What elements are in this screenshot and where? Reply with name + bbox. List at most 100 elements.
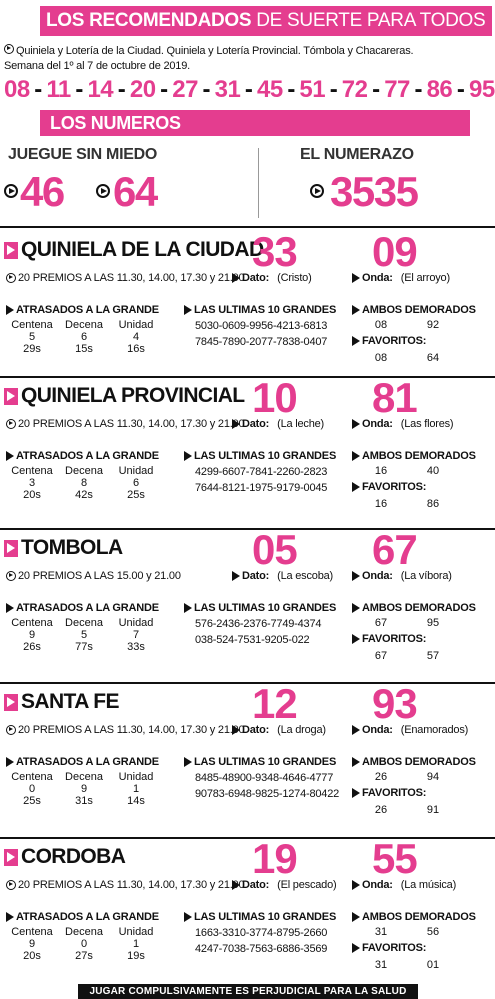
onda-number: 55 [372, 835, 418, 882]
ambos-label: AMBOS DEMORADOS [362, 304, 476, 316]
dato-line: Dato: (El pescado) [232, 879, 337, 891]
arrow-icon [6, 912, 14, 922]
ultimas-heading: LAS ULTIMAS 10 GRANDES [184, 756, 336, 768]
ambos-value: 95 [426, 617, 440, 629]
lottery-section: SANTA FE 12 93 20 PREMIOS A LAS 11.30, 1… [0, 680, 495, 830]
atrasado-value: 1 [132, 938, 140, 950]
ambos-heading: AMBOS DEMORADOS [352, 602, 476, 614]
lottery-section: TOMBOLA 05 67 20 PREMIOS A LAS 15.00 y 2… [0, 526, 495, 676]
atrasado-weeks: 15s [75, 343, 93, 355]
dato-value: (El pescado) [277, 879, 337, 891]
arrow-icon [352, 603, 360, 613]
onda-line: Onda: (La víbora) [352, 570, 452, 582]
onda-line: Onda: (Las flores) [352, 418, 454, 430]
favoritos-values: 16 86 [355, 498, 495, 510]
premios-text: 20 PREMIOS A LAS 11.30, 14.00, 17.30 y 2… [18, 272, 245, 284]
ambos-label: AMBOS DEMORADOS [362, 756, 476, 768]
ambos-values: 67 95 [355, 617, 495, 629]
onda-number: 09 [372, 228, 418, 275]
divider [0, 376, 495, 378]
premios-text: 20 PREMIOS A LAS 11.30, 14.00, 17.30 y 2… [18, 724, 245, 736]
section-title-text: SANTA FE [21, 690, 119, 713]
arrow-icon [232, 725, 240, 735]
onda-value: (Las flores) [400, 418, 454, 430]
ambos-label: AMBOS DEMORADOS [362, 450, 476, 462]
onda-value: (El arroyo) [400, 272, 450, 284]
atrasado-value: 9 [28, 629, 36, 641]
unidad-label: Unidad [118, 319, 154, 331]
recommended-numbers: 08-11-14-20-27-31-45-51-72-77-86-95 [4, 76, 495, 104]
centena-label: Centena [11, 465, 53, 477]
separator: - [372, 76, 380, 103]
favoritos-values: 26 91 [355, 804, 495, 816]
ultimas-line: 7845-7890-2077-7838-0407 [195, 336, 328, 348]
decena-label: Decena [65, 465, 103, 477]
centena-label: Centena [11, 617, 53, 629]
numerazo-value: 3535 [330, 168, 419, 215]
ambos-heading: AMBOS DEMORADOS [352, 304, 476, 316]
premios-text: 20 PREMIOS A LAS 11.30, 14.00, 17.30 y 2… [18, 879, 245, 891]
section-title-text: QUINIELA PROVINCIAL [21, 384, 245, 407]
lottery-section: CORDOBA 19 55 20 PREMIOS A LAS 11.30, 14… [0, 835, 495, 985]
onda-number: 93 [372, 680, 418, 727]
intro-line1: Quiniela y Lotería de la Ciudad. Quiniel… [16, 45, 414, 57]
onda-value: (La música) [400, 879, 457, 891]
juegue-label: JUEGUE SIN MIEDO [8, 146, 158, 163]
recommended-number: 95 [468, 76, 495, 103]
arrow-icon [6, 451, 14, 461]
arrow-icon [352, 757, 360, 767]
ambos-value: 31 [374, 926, 388, 938]
atrasado-weeks: 42s [75, 489, 93, 501]
separator: - [329, 76, 338, 103]
favorito-value: 64 [426, 352, 440, 364]
arrow-icon [184, 912, 192, 922]
header-rest: DE SUERTE PARA TODOS [251, 10, 486, 31]
atrasados-grid: Centena Decena Unidad 0 9 1 25s 31s 14s [6, 771, 176, 807]
juegue-number-1: 46 [20, 168, 65, 215]
play-triangle-icon [4, 387, 18, 405]
recommended-number: 27 [172, 76, 198, 103]
header-bold: LOS RECOMENDADOS [46, 10, 252, 31]
ultimas-label: LAS ULTIMAS 10 GRANDES [194, 756, 337, 768]
atrasados-grid: Centena Decena Unidad 9 5 7 26s 77s 33s [6, 617, 176, 653]
unidad-label: Unidad [118, 465, 154, 477]
favorito-value: 67 [374, 650, 388, 662]
ultimas-line: 5030-0609-9956-4213-6813 [195, 320, 328, 332]
ultimas-values: 4299-6607-7841-2260-2823 7644-8121-1975-… [195, 464, 327, 496]
ambos-values: 26 94 [355, 771, 495, 783]
atrasado-value: 6 [132, 477, 140, 489]
arrow-icon [232, 571, 240, 581]
ultimas-line: 4299-6607-7841-2260-2823 [195, 466, 328, 478]
onda-line: Onda: (El arroyo) [352, 272, 450, 284]
dato-number: 19 [252, 835, 298, 882]
dato-value: (La escoba) [277, 570, 333, 582]
onda-line: Onda: (Enamorados) [352, 724, 468, 736]
favoritos-heading: FAVORITOS: [352, 633, 426, 645]
favoritos-values: 08 64 [355, 352, 495, 364]
arrow-icon [352, 305, 360, 315]
arrow-icon [352, 943, 360, 953]
ambos-heading: AMBOS DEMORADOS [352, 756, 476, 768]
favoritos-values: 31 01 [355, 959, 495, 971]
ultimas-heading: LAS ULTIMAS 10 GRANDES [184, 602, 336, 614]
favorito-value: 08 [374, 352, 388, 364]
ambos-values: 31 56 [355, 926, 495, 938]
atrasados-grid: Centena Decena Unidad 5 6 4 29s 15s 16s [6, 319, 176, 355]
ultimas-heading: LAS ULTIMAS 10 GRANDES [184, 450, 336, 462]
ultimas-values: 8485-48900-9348-4646-4777 90783-6948-982… [195, 770, 339, 802]
favoritos-label: FAVORITOS: [362, 335, 427, 347]
dato-line: Dato: (La leche) [232, 418, 324, 430]
ultimas-line: 8485-48900-9348-4646-4777 [195, 772, 334, 784]
ultimas-values: 576-2436-2376-7749-4374 038-524-7531-920… [195, 616, 321, 648]
decena-label: Decena [65, 771, 103, 783]
section-title: TOMBOLA [4, 536, 123, 560]
dato-value: (La leche) [277, 418, 325, 430]
ambos-value: 26 [374, 771, 388, 783]
arrow-icon [352, 788, 360, 798]
atrasados-heading: ATRASADOS A LA GRANDE [6, 602, 159, 614]
ultimas-line: 038-524-7531-9205-022 [195, 634, 310, 646]
atrasado-value: 6 [80, 331, 88, 343]
atrasado-weeks: 25s [23, 795, 41, 807]
arrow-icon [6, 757, 14, 767]
recommended-number: 11 [46, 76, 71, 103]
